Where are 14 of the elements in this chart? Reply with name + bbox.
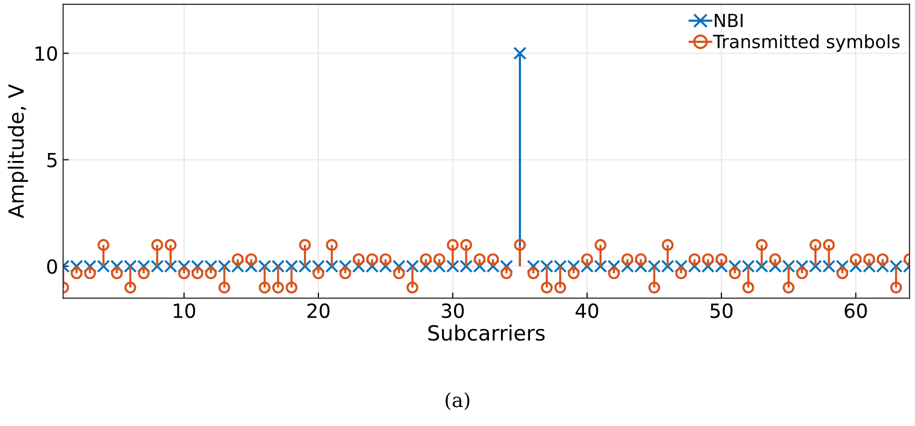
x-tick-label: 30	[442, 303, 464, 318]
legend-label: Transmitted symbols	[713, 34, 900, 52]
x-tick-label: 10	[174, 303, 196, 318]
x-tick-label: 50	[710, 303, 733, 318]
legend-label: NBI	[714, 14, 743, 28]
text: (a)	[446, 392, 470, 410]
x-tick-label: 60	[844, 303, 867, 318]
y-axis-title: Amplitude, V	[8, 84, 28, 218]
x-axis-title: Subcarriers	[428, 324, 545, 341]
y-tick-label: 5	[47, 152, 57, 168]
y-tick-label: 10	[36, 46, 57, 61]
y-tick-label: 0	[47, 259, 57, 274]
x-tick-label: 20	[307, 303, 330, 318]
x-tick-label: 40	[576, 303, 598, 318]
